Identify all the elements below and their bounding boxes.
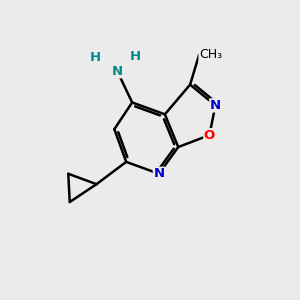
Text: N: N	[210, 99, 221, 112]
Text: N: N	[153, 167, 164, 180]
Text: H: H	[130, 50, 141, 63]
Text: H: H	[89, 51, 100, 64]
Text: O: O	[204, 129, 215, 142]
Text: N: N	[112, 65, 123, 78]
Text: CH₃: CH₃	[199, 48, 222, 62]
